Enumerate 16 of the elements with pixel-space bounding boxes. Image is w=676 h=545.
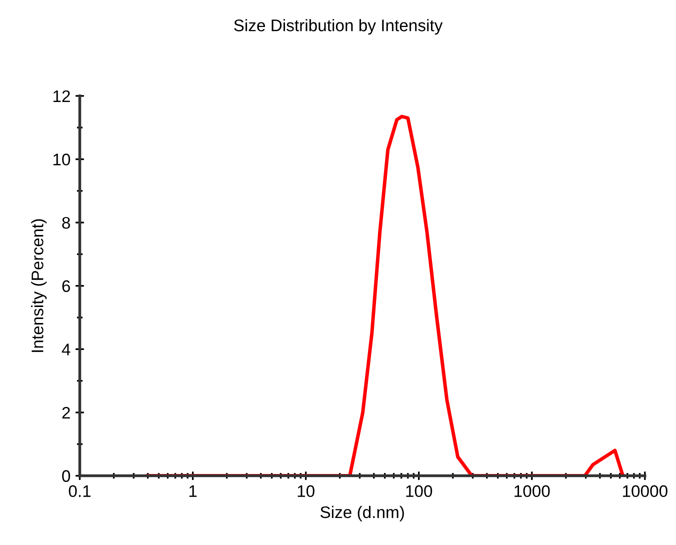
chart-title: Size Distribution by Intensity (234, 19, 443, 35)
x-tick-label: 1 (189, 485, 197, 497)
y-tick-label: 0 (62, 470, 70, 482)
x-tick-label: 0.1 (68, 485, 91, 498)
y-axis-title: Intensity (Percent) (31, 219, 47, 352)
y-tick-label: 2 (62, 406, 70, 419)
y-tick-label: 10 (53, 154, 70, 166)
y-tick-label: 12 (53, 90, 70, 102)
y-tick-label: 8 (62, 216, 70, 229)
x-tick-label: 100 (406, 485, 432, 498)
y-tick-label: 6 (62, 280, 70, 292)
x-axis-title: Size (d.nm) (320, 506, 404, 522)
y-tick-label: 4 (62, 344, 70, 356)
x-tick-label: 1000 (514, 485, 550, 498)
x-tick-label: 10000 (623, 485, 668, 498)
x-tick-label: 10 (298, 485, 314, 498)
